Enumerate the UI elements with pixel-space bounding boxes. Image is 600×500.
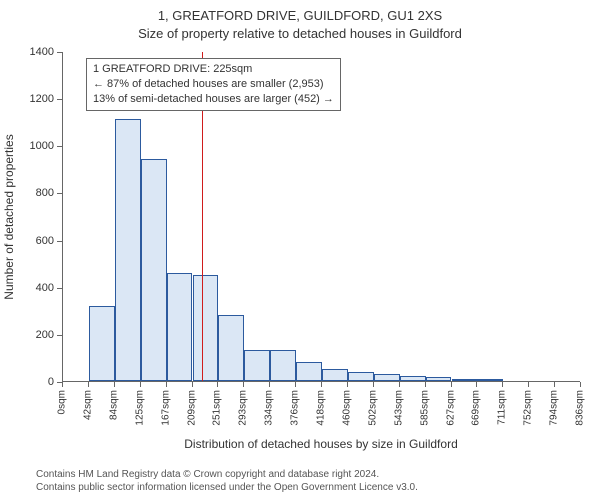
info-box-line: 13% of semi-detached houses are larger (… [93,92,334,107]
footer-line1: Contains HM Land Registry data © Crown c… [36,468,418,481]
x-tick-mark [476,382,477,387]
histogram-bar [244,350,270,381]
histogram-bar [89,306,115,381]
x-tick-label: 167sqm [160,390,171,426]
chart-title-line1: 1, GREATFORD DRIVE, GUILDFORD, GU1 2XS [0,8,600,23]
x-tick-mark [88,382,89,387]
x-tick-mark [451,382,452,387]
figure: 1, GREATFORD DRIVE, GUILDFORD, GU1 2XS S… [0,0,600,500]
y-tick-label: 0 [22,376,54,388]
x-tick-label: 543sqm [393,390,404,426]
histogram-bar [296,362,322,381]
y-tick-mark [57,193,62,194]
x-tick-mark [192,382,193,387]
x-tick-mark [399,382,400,387]
x-axis-title: Distribution of detached houses by size … [62,437,580,451]
info-box: 1 GREATFORD DRIVE: 225sqm← 87% of detach… [86,58,341,111]
x-tick-label: 669sqm [471,390,482,426]
x-tick-label: 209sqm [186,390,197,426]
info-box-line: 1 GREATFORD DRIVE: 225sqm [93,62,334,77]
histogram-bar [270,350,296,381]
histogram-bar [167,273,193,381]
histogram-bar [426,377,452,381]
x-tick-mark [373,382,374,387]
histogram-bar [452,379,478,381]
footer-line2: Contains public sector information licen… [36,481,418,494]
x-tick-mark [243,382,244,387]
x-tick-label: 376sqm [290,390,301,426]
x-tick-mark [269,382,270,387]
x-tick-label: 585sqm [419,390,430,426]
y-tick-label: 200 [22,329,54,341]
x-tick-label: 125sqm [134,390,145,426]
histogram-bar [141,159,167,381]
y-tick-mark [57,288,62,289]
y-tick-mark [57,241,62,242]
x-tick-mark [321,382,322,387]
x-tick-label: 502sqm [367,390,378,426]
histogram-bar [322,369,348,381]
x-tick-label: 752sqm [523,390,534,426]
x-tick-mark [62,382,63,387]
x-tick-label: 627sqm [445,390,456,426]
x-tick-label: 334sqm [264,390,275,426]
x-tick-mark [166,382,167,387]
histogram-bar [477,379,503,381]
info-box-line: ← 87% of detached houses are smaller (2,… [93,77,334,92]
x-tick-label: 711sqm [497,390,508,425]
histogram-bar [193,275,219,381]
y-tick-label: 1400 [22,46,54,58]
y-tick-label: 800 [22,187,54,199]
x-tick-label: 251sqm [212,390,223,426]
y-tick-label: 1000 [22,140,54,152]
y-tick-mark [57,146,62,147]
histogram-bar [348,372,374,381]
y-tick-mark [57,99,62,100]
histogram-bar [400,376,426,381]
y-tick-label: 600 [22,235,54,247]
x-tick-label: 794sqm [549,390,560,426]
x-tick-label: 84sqm [108,390,119,420]
histogram-bar [218,315,244,381]
chart-title-line2: Size of property relative to detached ho… [0,26,600,41]
footer: Contains HM Land Registry data © Crown c… [36,468,418,494]
y-axis-title: Number of detached properties [2,134,16,299]
x-tick-mark [502,382,503,387]
x-tick-mark [217,382,218,387]
y-tick-label: 1200 [22,93,54,105]
x-tick-mark [580,382,581,387]
y-tick-mark [57,335,62,336]
x-tick-mark [554,382,555,387]
x-tick-mark [114,382,115,387]
x-tick-mark [347,382,348,387]
x-tick-label: 0sqm [57,390,68,414]
x-tick-label: 460sqm [341,390,352,426]
histogram-bar [374,374,400,381]
x-tick-mark [295,382,296,387]
histogram-bar [115,119,141,381]
x-tick-mark [140,382,141,387]
x-tick-label: 418sqm [316,390,327,426]
y-tick-mark [57,52,62,53]
x-tick-mark [528,382,529,387]
x-tick-label: 836sqm [575,390,586,426]
x-tick-label: 42sqm [82,390,93,420]
y-tick-label: 400 [22,282,54,294]
x-tick-label: 293sqm [238,390,249,426]
x-tick-mark [425,382,426,387]
